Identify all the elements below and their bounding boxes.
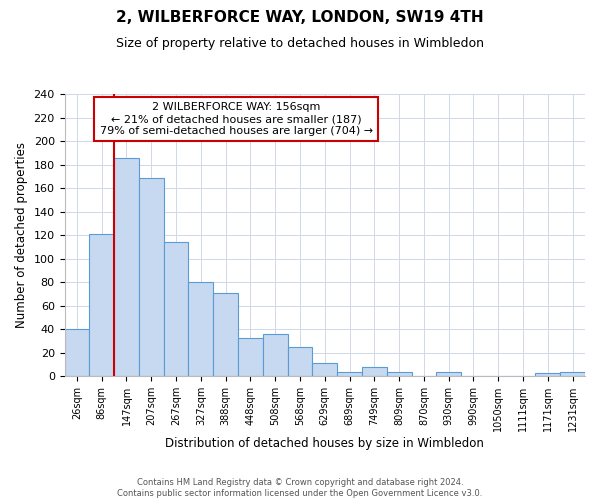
Text: Contains HM Land Registry data © Crown copyright and database right 2024.
Contai: Contains HM Land Registry data © Crown c… xyxy=(118,478,482,498)
Bar xyxy=(362,367,387,376)
Bar xyxy=(436,372,461,376)
Text: 2 WILBERFORCE WAY: 156sqm
← 21% of detached houses are smaller (187)
79% of semi: 2 WILBERFORCE WAY: 156sqm ← 21% of detac… xyxy=(100,102,373,136)
Bar xyxy=(387,372,412,376)
Bar xyxy=(313,364,337,376)
Bar xyxy=(337,372,362,376)
Text: Size of property relative to detached houses in Wimbledon: Size of property relative to detached ho… xyxy=(116,38,484,51)
Bar xyxy=(287,347,313,376)
Bar xyxy=(213,293,238,376)
Bar xyxy=(139,178,164,376)
Bar xyxy=(535,373,560,376)
Bar xyxy=(188,282,213,376)
Y-axis label: Number of detached properties: Number of detached properties xyxy=(15,142,28,328)
Bar xyxy=(114,158,139,376)
Bar xyxy=(65,330,89,376)
Bar xyxy=(164,242,188,376)
Bar xyxy=(238,338,263,376)
Bar xyxy=(89,234,114,376)
Bar xyxy=(560,372,585,376)
X-axis label: Distribution of detached houses by size in Wimbledon: Distribution of detached houses by size … xyxy=(166,437,484,450)
Text: 2, WILBERFORCE WAY, LONDON, SW19 4TH: 2, WILBERFORCE WAY, LONDON, SW19 4TH xyxy=(116,10,484,25)
Bar xyxy=(263,334,287,376)
